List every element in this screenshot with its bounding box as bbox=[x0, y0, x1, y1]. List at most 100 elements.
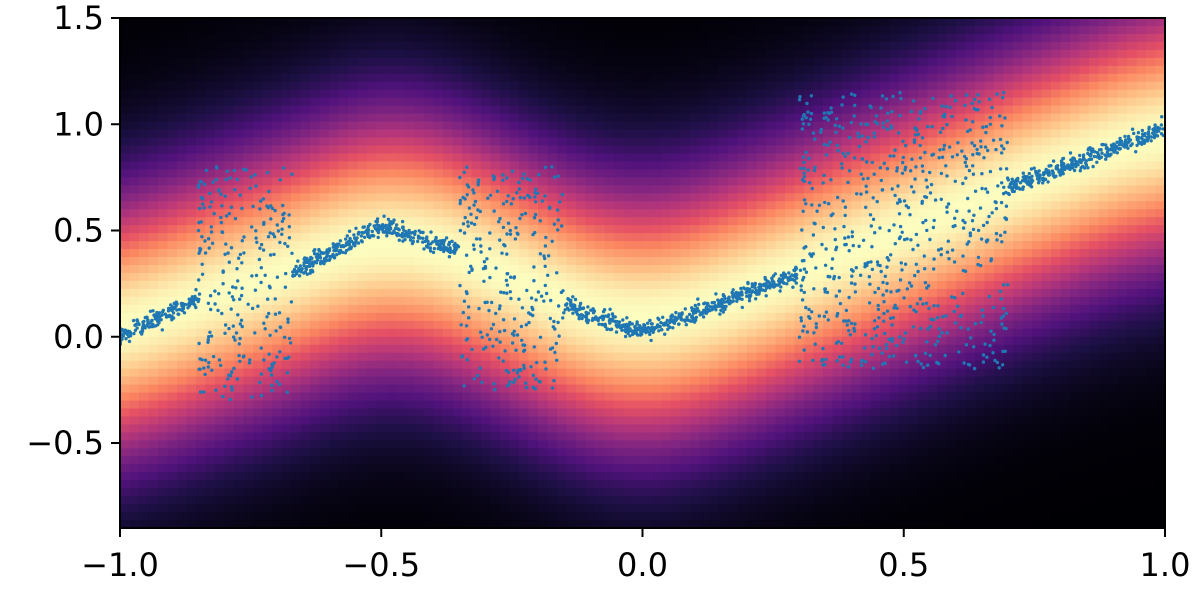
heatmap-cell bbox=[538, 336, 549, 346]
heatmap-cell bbox=[538, 416, 549, 426]
heatmap-cell bbox=[851, 472, 862, 481]
heatmap-cell bbox=[614, 249, 625, 258]
heatmap-cell bbox=[186, 177, 197, 187]
heatmap-cell bbox=[766, 161, 777, 171]
heatmap-cell bbox=[253, 432, 264, 442]
heatmap-cell bbox=[519, 440, 530, 450]
heatmap-cell bbox=[243, 49, 254, 59]
heatmap-cell bbox=[281, 432, 292, 442]
heatmap-cell bbox=[357, 448, 368, 458]
heatmap-cell bbox=[367, 145, 378, 155]
heatmap-cell bbox=[547, 456, 558, 466]
heatmap-cell bbox=[338, 177, 349, 187]
heatmap-cell bbox=[300, 424, 311, 434]
heatmap-cell bbox=[291, 57, 302, 67]
heatmap-cell bbox=[386, 233, 397, 242]
heatmap-cell bbox=[490, 169, 501, 179]
heatmap-cell bbox=[234, 233, 245, 242]
heatmap-cell bbox=[158, 440, 169, 450]
heatmap-cell bbox=[253, 25, 264, 35]
heatmap-cell bbox=[823, 81, 834, 91]
heatmap-cell bbox=[614, 480, 625, 489]
heatmap-cell bbox=[329, 177, 340, 187]
heatmap-cell bbox=[766, 392, 777, 402]
heatmap-cell bbox=[500, 296, 511, 306]
heatmap-cell bbox=[490, 89, 501, 99]
heatmap-cell bbox=[728, 520, 739, 528]
heatmap-cell bbox=[462, 512, 473, 521]
heatmap-cell bbox=[424, 440, 435, 450]
heatmap-cell bbox=[633, 257, 644, 266]
heatmap-cell bbox=[186, 344, 197, 354]
heatmap-cell bbox=[547, 185, 558, 195]
heatmap-cell bbox=[319, 41, 330, 51]
heatmap-cell bbox=[471, 384, 482, 394]
heatmap-cell bbox=[528, 400, 539, 410]
heatmap-cell bbox=[709, 504, 720, 513]
heatmap-cell bbox=[338, 464, 349, 474]
heatmap-cell bbox=[433, 320, 444, 330]
heatmap-cell bbox=[462, 89, 473, 99]
heatmap-cell bbox=[652, 368, 663, 378]
heatmap-cell bbox=[642, 368, 653, 378]
heatmap-cell bbox=[443, 496, 454, 505]
heatmap-cell bbox=[481, 49, 492, 59]
heatmap-cell bbox=[281, 408, 292, 418]
heatmap-cell bbox=[633, 448, 644, 458]
heatmap-cell bbox=[424, 480, 435, 489]
heatmap-cell bbox=[804, 520, 815, 528]
heatmap-cell bbox=[661, 257, 672, 266]
heatmap-cell bbox=[661, 352, 672, 362]
heatmap-cell bbox=[158, 488, 169, 497]
heatmap-cell bbox=[405, 193, 416, 203]
heatmap-cell bbox=[566, 137, 577, 147]
heatmap-cell bbox=[823, 416, 834, 426]
heatmap-cell bbox=[728, 65, 739, 75]
heatmap-cell bbox=[794, 49, 805, 59]
heatmap-cell bbox=[196, 105, 207, 115]
heatmap-cell bbox=[785, 137, 796, 147]
heatmap-cell bbox=[509, 89, 520, 99]
heatmap-cell bbox=[319, 384, 330, 394]
heatmap-cell bbox=[395, 512, 406, 521]
heatmap-cell bbox=[376, 18, 387, 27]
heatmap-cell bbox=[148, 344, 159, 354]
heatmap-cell bbox=[813, 113, 824, 123]
heatmap-cell bbox=[737, 496, 748, 505]
heatmap-cell bbox=[680, 520, 691, 528]
heatmap-cell bbox=[129, 225, 140, 234]
heatmap-cell bbox=[766, 241, 777, 250]
heatmap-cell bbox=[585, 97, 596, 107]
heatmap-cell bbox=[177, 129, 188, 139]
heatmap-cell bbox=[557, 241, 568, 250]
heatmap-cell bbox=[766, 137, 777, 147]
heatmap-cell bbox=[585, 137, 596, 147]
heatmap-cell bbox=[443, 448, 454, 458]
heatmap-cell bbox=[386, 241, 397, 250]
heatmap-cell bbox=[158, 217, 169, 226]
heatmap-cell bbox=[785, 296, 796, 306]
heatmap-cell bbox=[718, 265, 729, 274]
heatmap-cell bbox=[585, 392, 596, 402]
heatmap-cell bbox=[253, 512, 264, 521]
heatmap-cell bbox=[471, 89, 482, 99]
heatmap-cell bbox=[395, 257, 406, 266]
heatmap-cell bbox=[595, 384, 606, 394]
heatmap-cell bbox=[842, 265, 853, 274]
heatmap-cell bbox=[528, 41, 539, 51]
heatmap-cell bbox=[148, 273, 159, 282]
heatmap-cell bbox=[813, 304, 824, 314]
heatmap-cell bbox=[566, 169, 577, 179]
heatmap-cell bbox=[718, 201, 729, 211]
heatmap-cell bbox=[737, 233, 748, 242]
heatmap-cell bbox=[357, 344, 368, 354]
heatmap-cell bbox=[167, 328, 178, 338]
heatmap-cell bbox=[262, 392, 273, 402]
heatmap-cell bbox=[576, 504, 587, 513]
heatmap-cell bbox=[633, 201, 644, 211]
heatmap-cell bbox=[148, 336, 159, 346]
heatmap-cell bbox=[519, 273, 530, 282]
heatmap-cell bbox=[538, 328, 549, 338]
heatmap-cell bbox=[747, 480, 758, 489]
heatmap-cell bbox=[167, 25, 178, 35]
